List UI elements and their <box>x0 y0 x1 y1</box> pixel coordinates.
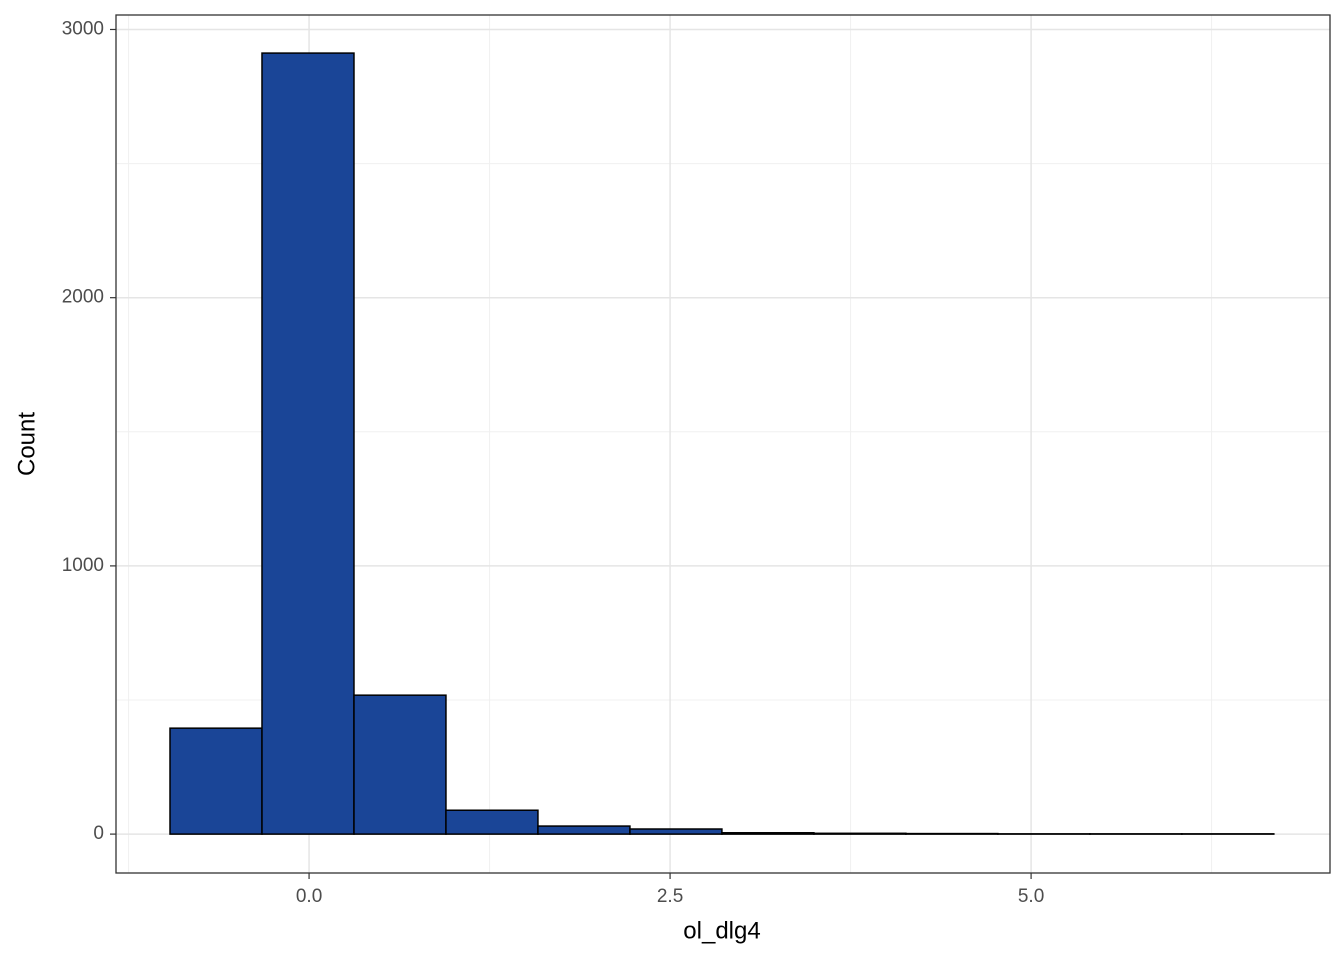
bar <box>722 833 814 834</box>
bar <box>630 829 722 834</box>
y-tick-label: 1000 <box>62 555 104 576</box>
x-axis-label: ol_dlg4 <box>683 917 760 944</box>
bar <box>538 826 630 834</box>
bar <box>446 810 538 834</box>
bar <box>814 833 906 834</box>
y-tick-label: 3000 <box>62 18 104 39</box>
x-tick-label: 2.5 <box>657 886 683 907</box>
y-tick-label: 0 <box>93 823 104 844</box>
y-axis-label: Count <box>13 412 40 476</box>
bar <box>262 53 354 834</box>
bar <box>906 834 998 835</box>
bar <box>170 728 262 834</box>
x-tick-label: 5.0 <box>1018 886 1044 907</box>
bar <box>354 695 446 834</box>
x-tick-label: 0.0 <box>296 886 322 907</box>
y-tick-label: 2000 <box>62 287 104 308</box>
